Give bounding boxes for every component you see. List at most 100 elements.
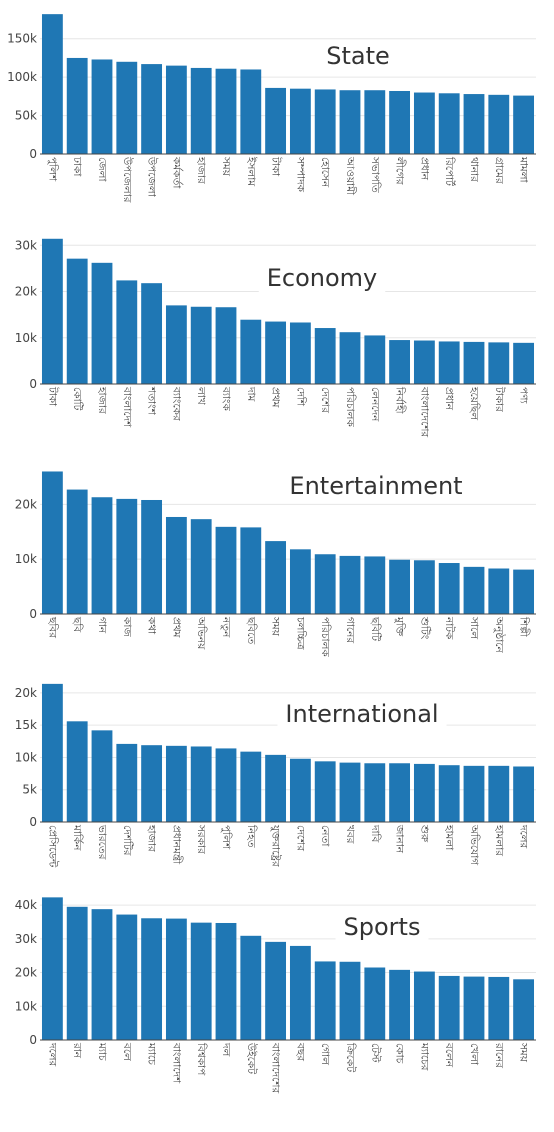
- x-tick-label: প্রথম: [270, 387, 282, 409]
- y-tick-label: 20k: [15, 497, 37, 511]
- x-tick-label: হাজার: [146, 824, 158, 853]
- bar: [513, 342, 535, 384]
- x-tick-label: জানান: [394, 824, 406, 854]
- bar: [463, 765, 485, 822]
- x-tick-label: যুক্তরাষ্ট্রের: [270, 824, 283, 868]
- x-tick-label: ছবিতে: [245, 616, 258, 645]
- x-tick-label: কর্মকর্তা: [170, 156, 183, 189]
- x-tick-label: ঢাকা: [71, 156, 83, 177]
- x-tick-label: সম্পাদক: [294, 156, 306, 193]
- bar: [141, 283, 163, 384]
- x-tick-label: পরিচালক: [344, 387, 357, 427]
- x-tick-label: দলের: [518, 824, 530, 850]
- x-tick-label: টাকা: [270, 156, 283, 177]
- bar: [513, 95, 535, 154]
- x-tick-label: লাখ: [195, 386, 207, 406]
- bar: [289, 758, 311, 822]
- x-tick-label: দাবি: [369, 824, 382, 844]
- x-tick-label: রান: [71, 1042, 83, 1059]
- y-tick-label: 15k: [15, 718, 37, 732]
- y-tick-label: 10k: [15, 552, 37, 566]
- x-tick-label: ছবিটি: [369, 616, 382, 642]
- bar: [190, 306, 212, 384]
- x-tick-label: জেলা: [96, 157, 108, 182]
- bar: [165, 65, 187, 154]
- bar: [339, 762, 361, 822]
- y-tick-label: 0: [29, 607, 37, 621]
- bar: [190, 746, 212, 822]
- x-tick-label: বাংলাদেশ: [170, 1042, 182, 1084]
- bar: [190, 519, 212, 614]
- bar: [141, 499, 163, 614]
- x-tick-label: ম্যাচ: [96, 1042, 108, 1062]
- bar: [513, 766, 535, 822]
- x-tick-label: গানের: [344, 617, 356, 644]
- chart-title: Sports: [344, 913, 421, 941]
- bar: [91, 909, 113, 1040]
- bar: [314, 761, 336, 822]
- bar: [66, 57, 88, 155]
- bar: [289, 549, 311, 614]
- x-tick-label: অভিযোগ: [468, 824, 481, 866]
- x-tick-label: বিশ্বকাপ: [195, 1042, 208, 1076]
- bar: [488, 765, 510, 822]
- x-tick-label: মুক্তি: [394, 616, 407, 637]
- bar: [513, 569, 535, 614]
- x-tick-label: হামলা: [443, 824, 455, 851]
- bar: [339, 90, 361, 154]
- x-tick-label: আওয়ামী: [344, 156, 357, 196]
- x-tick-label: অনুষ্ঠানে: [493, 616, 506, 653]
- bar: [289, 88, 311, 154]
- x-tick-label: খেলা: [468, 1043, 480, 1066]
- x-tick-label: নেতা: [319, 825, 331, 847]
- x-tick-label: সভাপতি: [369, 156, 382, 194]
- x-tick-label: বলেন: [443, 1042, 455, 1068]
- x-tick-label: গান: [96, 617, 108, 634]
- bar: [91, 59, 113, 155]
- x-tick-label: চলচ্চিত্র: [294, 616, 307, 651]
- chart-title: State: [326, 42, 390, 70]
- bar: [215, 748, 237, 822]
- bar: [364, 90, 386, 154]
- bar: [141, 745, 163, 822]
- chart-title: International: [285, 700, 438, 728]
- x-tick-label: টাকার: [493, 386, 506, 413]
- x-tick-label: কথা: [146, 616, 158, 635]
- bar: [240, 319, 262, 384]
- bar: [265, 87, 287, 154]
- bar: [190, 67, 212, 154]
- x-tick-label: সরকার: [195, 824, 207, 855]
- x-tick-label: বাংলাদেশের: [270, 1042, 282, 1094]
- y-tick-label: 5k: [22, 783, 37, 797]
- bar: [413, 971, 435, 1040]
- x-tick-label: হোসেন: [319, 157, 331, 188]
- chart-state: 0 50k 100k 150k পুলিশ ঢাকা জেলা উপজেলার উপজেলা কর…: [7, 14, 536, 204]
- bar: [41, 14, 63, 155]
- bar: [215, 307, 237, 384]
- x-tick-label: থানার: [468, 157, 480, 183]
- bar: [240, 527, 262, 614]
- bar: [41, 683, 63, 822]
- x-tick-label: সময়: [270, 616, 282, 637]
- bar: [389, 340, 411, 384]
- bar: [41, 238, 63, 384]
- bar: [314, 328, 336, 384]
- x-tick-label: ম্যাচের: [418, 1042, 430, 1072]
- bar: [240, 69, 262, 154]
- bar: [488, 342, 510, 385]
- x-tick-label: গোল: [319, 1043, 331, 1066]
- x-tick-label: প্রেসিডেন্ট: [46, 825, 59, 868]
- x-tick-label: ছবির: [46, 616, 59, 639]
- x-tick-label: সময়: [220, 156, 232, 177]
- bar: [364, 556, 386, 614]
- y-tick-label: 100k: [7, 70, 37, 84]
- bar: [215, 68, 237, 154]
- bar: [165, 516, 187, 614]
- x-tick-label: দেশের: [319, 387, 331, 414]
- bar: [463, 976, 485, 1040]
- x-tick-label: নতুন: [220, 616, 232, 638]
- y-tick-label: 20k: [15, 686, 37, 700]
- x-tick-label: প্রধান: [418, 157, 430, 181]
- chart-sports: 0 10k 20k 30k 40k দলের রান ম্যাচ বলে ম্যাচে বাংলাদ…: [15, 897, 536, 1094]
- bar: [413, 340, 435, 384]
